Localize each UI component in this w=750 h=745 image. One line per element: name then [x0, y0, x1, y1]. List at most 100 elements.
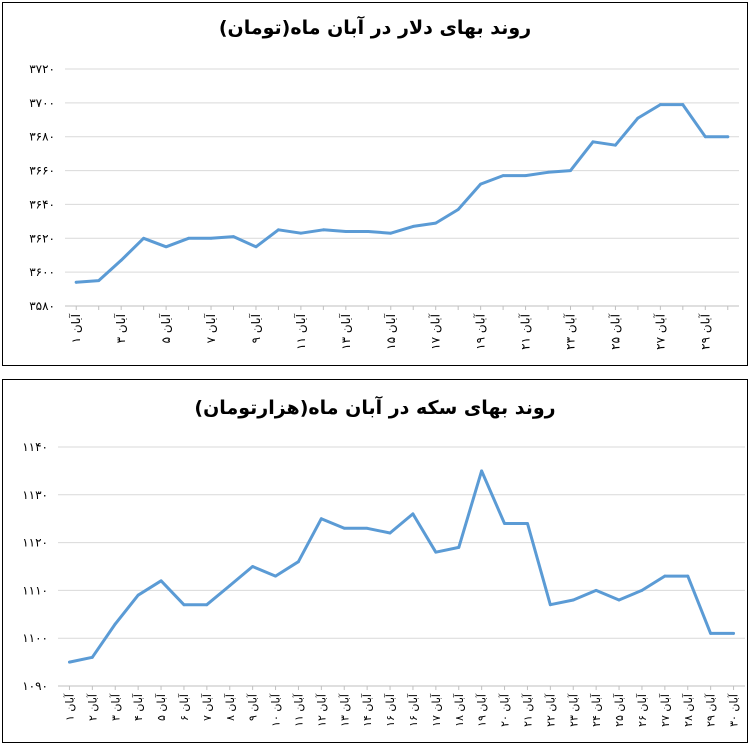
data-point: [480, 469, 484, 473]
x-tick-label: ۱۹ آبان: [475, 693, 489, 727]
x-tick-label: ۱۰ آبان: [269, 693, 283, 727]
y-tick-label: ۱۱۴۰: [22, 440, 48, 454]
data-point: [228, 584, 232, 588]
x-tick-label: ۱۴ آبان: [360, 693, 374, 727]
data-point: [187, 236, 190, 240]
data-point: [501, 174, 505, 178]
x-tick-label: ۱۷ آبان: [428, 313, 443, 350]
series-line: [68, 469, 735, 664]
data-point: [526, 522, 529, 525]
data-point: [703, 135, 707, 139]
data-point: [548, 603, 552, 607]
x-tick-label: ۶ آبان: [177, 693, 191, 721]
x-tick-label: ۴ آبان: [131, 693, 145, 721]
data-point: [686, 574, 690, 578]
data-point: [299, 231, 303, 235]
data-point: [640, 589, 644, 592]
x-tick-label: ۱۹ آبان: [473, 313, 488, 350]
x-tick-label: ۱۳ آبان: [338, 313, 353, 350]
data-point: [119, 258, 123, 262]
data-point: [457, 545, 461, 549]
x-tick-label: ۸ آبان: [223, 693, 237, 721]
x-tick-label: ۲۷ آبان: [652, 313, 667, 350]
data-point: [571, 598, 575, 602]
x-tick-label: ۳ آبان: [108, 693, 122, 721]
y-tick-label: ۳۶۶۰: [29, 164, 55, 178]
data-point: [251, 565, 255, 568]
data-point: [434, 221, 438, 225]
data-point: [142, 236, 146, 240]
data-point: [456, 208, 460, 211]
data-point: [205, 603, 209, 607]
x-tick-label: ۲۹ آبان: [697, 313, 712, 350]
data-point: [681, 103, 685, 106]
dollar-chart-panel: روند بهای دلار در آبان ماه(تومان) ۳۵۸۰ ۳۶…: [2, 2, 748, 366]
x-tick-label: ۲۱ آبان: [520, 693, 534, 727]
chart-title: روند بهای دلار در آبان ماه(تومان): [218, 17, 532, 39]
x-tick-label: ۹ آبان: [248, 313, 263, 343]
data-point: [732, 632, 735, 635]
x-tick-label: ۱۷ آبان: [429, 693, 443, 727]
data-point: [569, 169, 572, 172]
x-tick-label: ۲ آبان: [85, 693, 99, 721]
x-tick-label: ۲۷ آبان: [658, 693, 672, 727]
y-tick-label: ۱۱۳۰: [22, 488, 48, 502]
data-point: [297, 560, 300, 564]
x-tick-label: ۱۵ آبان: [383, 313, 398, 350]
data-point: [319, 517, 323, 521]
x-tick-label: ۱۱ آبان: [293, 313, 308, 350]
x-tick-label: ۲۳ آبان: [563, 313, 578, 350]
data-point: [389, 231, 393, 235]
data-point: [726, 135, 730, 139]
x-tick-label: ۵ آبان: [158, 313, 173, 343]
data-point: [97, 279, 101, 283]
y-tick-label: ۱۱۰۰: [22, 631, 48, 645]
x-tick-label: ۲۴ آبان: [589, 693, 603, 727]
y-tick-label: ۳۶۰۰: [29, 265, 55, 279]
x-tick-label: ۲۶ آبان: [635, 693, 649, 727]
data-point: [321, 228, 325, 232]
data-point: [209, 236, 213, 240]
x-tick-label: ۲۵ آبان: [612, 693, 626, 727]
data-point: [74, 280, 78, 284]
data-point: [159, 579, 163, 583]
x-tick-label: ۵ آبان: [154, 693, 168, 721]
y-tick-label: ۳۷۲۰: [29, 62, 55, 76]
x-tick-label: ۱۳ آبان: [337, 693, 351, 727]
coin-line-chart: ۱۰۹۰ ۱۱۰۰ ۱۱۱۰ ۱۱۲۰ ۱۱۳۰ ۱۱۴۰ ۱ آبان ۲ آبان ۳ آب…: [22, 440, 745, 727]
x-tick-label: ۹ آبان: [246, 693, 260, 721]
data-point: [366, 230, 370, 233]
data-point: [503, 522, 506, 525]
x-tick-label: ۱۲ آبان: [314, 693, 328, 727]
x-tick-label: ۱ آبان: [62, 693, 76, 721]
data-point: [658, 103, 662, 106]
data-point: [90, 655, 94, 659]
x-tick-label: ۲۰ آبان: [498, 693, 512, 727]
data-point: [434, 550, 438, 554]
data-point: [411, 225, 415, 228]
x-tick-label: ۲۲ آبان: [543, 693, 557, 727]
data-point: [254, 245, 258, 249]
data-point: [182, 603, 186, 607]
y-tick-label: ۳۷۰۰: [29, 96, 55, 110]
y-tick-label: ۳۵۸۰: [29, 299, 55, 313]
data-point: [344, 230, 348, 233]
x-tick-label: ۳۰ آبان: [727, 693, 741, 727]
dollar-line-chart: ۳۵۸۰ ۳۶۰۰ ۳۶۲۰ ۳۶۴۰ ۳۶۶۰ ۳۶۸۰ ۳۷۰۰ ۳۷۲۰ ۱ آبان ۳ …: [29, 62, 739, 350]
y-tick-label: ۳۶۸۰: [29, 130, 55, 144]
x-tick-label: ۷ آبان: [200, 693, 214, 721]
x-tick-label: ۲۹ آبان: [704, 693, 718, 727]
data-point: [164, 245, 168, 249]
data-point: [636, 116, 640, 120]
y-tick-label: ۱۱۲۰: [22, 536, 48, 550]
x-tick-label: ۲۸ آبان: [681, 693, 695, 727]
x-tick-label: ۱ آبان: [68, 313, 83, 343]
x-tick-label: ۲۵ آبان: [607, 313, 622, 350]
x-tick-label: ۲۳ آبان: [566, 693, 580, 727]
data-point: [113, 622, 117, 626]
data-point: [594, 589, 598, 592]
series-line: [74, 103, 730, 284]
coin-chart-panel: روند بهای سکه در آبان ماه(هزارتومان) ۱۰۹…: [2, 379, 748, 743]
data-point: [365, 526, 369, 530]
data-point: [546, 170, 550, 174]
